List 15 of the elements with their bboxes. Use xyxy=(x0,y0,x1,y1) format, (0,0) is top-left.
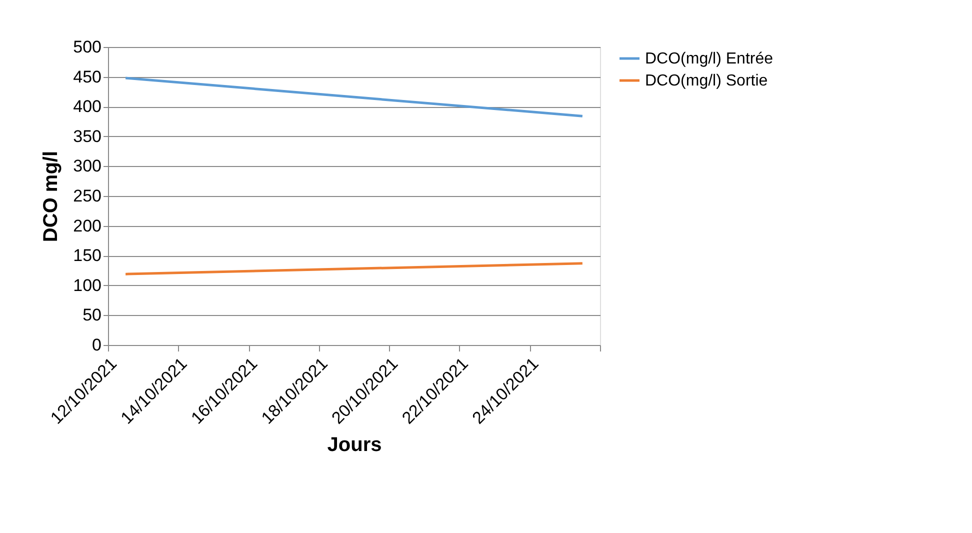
y-tick-label: 350 xyxy=(73,126,102,146)
y-tick-label: 150 xyxy=(73,246,102,266)
y-tick-label: 50 xyxy=(82,306,102,325)
y-tick-label: 100 xyxy=(73,276,102,295)
x-axis-title: Jours xyxy=(327,434,382,456)
y-tick-label: 450 xyxy=(73,67,102,86)
y-axis-title: DCO mg/l xyxy=(40,150,62,242)
y-tick-label: 300 xyxy=(73,156,102,176)
y-tick-label: 0 xyxy=(92,336,102,354)
y-tick-label: 400 xyxy=(73,97,102,116)
legend-label: DCO(mg/l) Entrée xyxy=(645,50,774,68)
y-tick-label: 200 xyxy=(73,216,102,236)
legend-label: DCO(mg/l) Sortie xyxy=(645,72,768,90)
y-tick-label: 500 xyxy=(73,38,102,56)
y-tick-label: 250 xyxy=(73,186,102,206)
